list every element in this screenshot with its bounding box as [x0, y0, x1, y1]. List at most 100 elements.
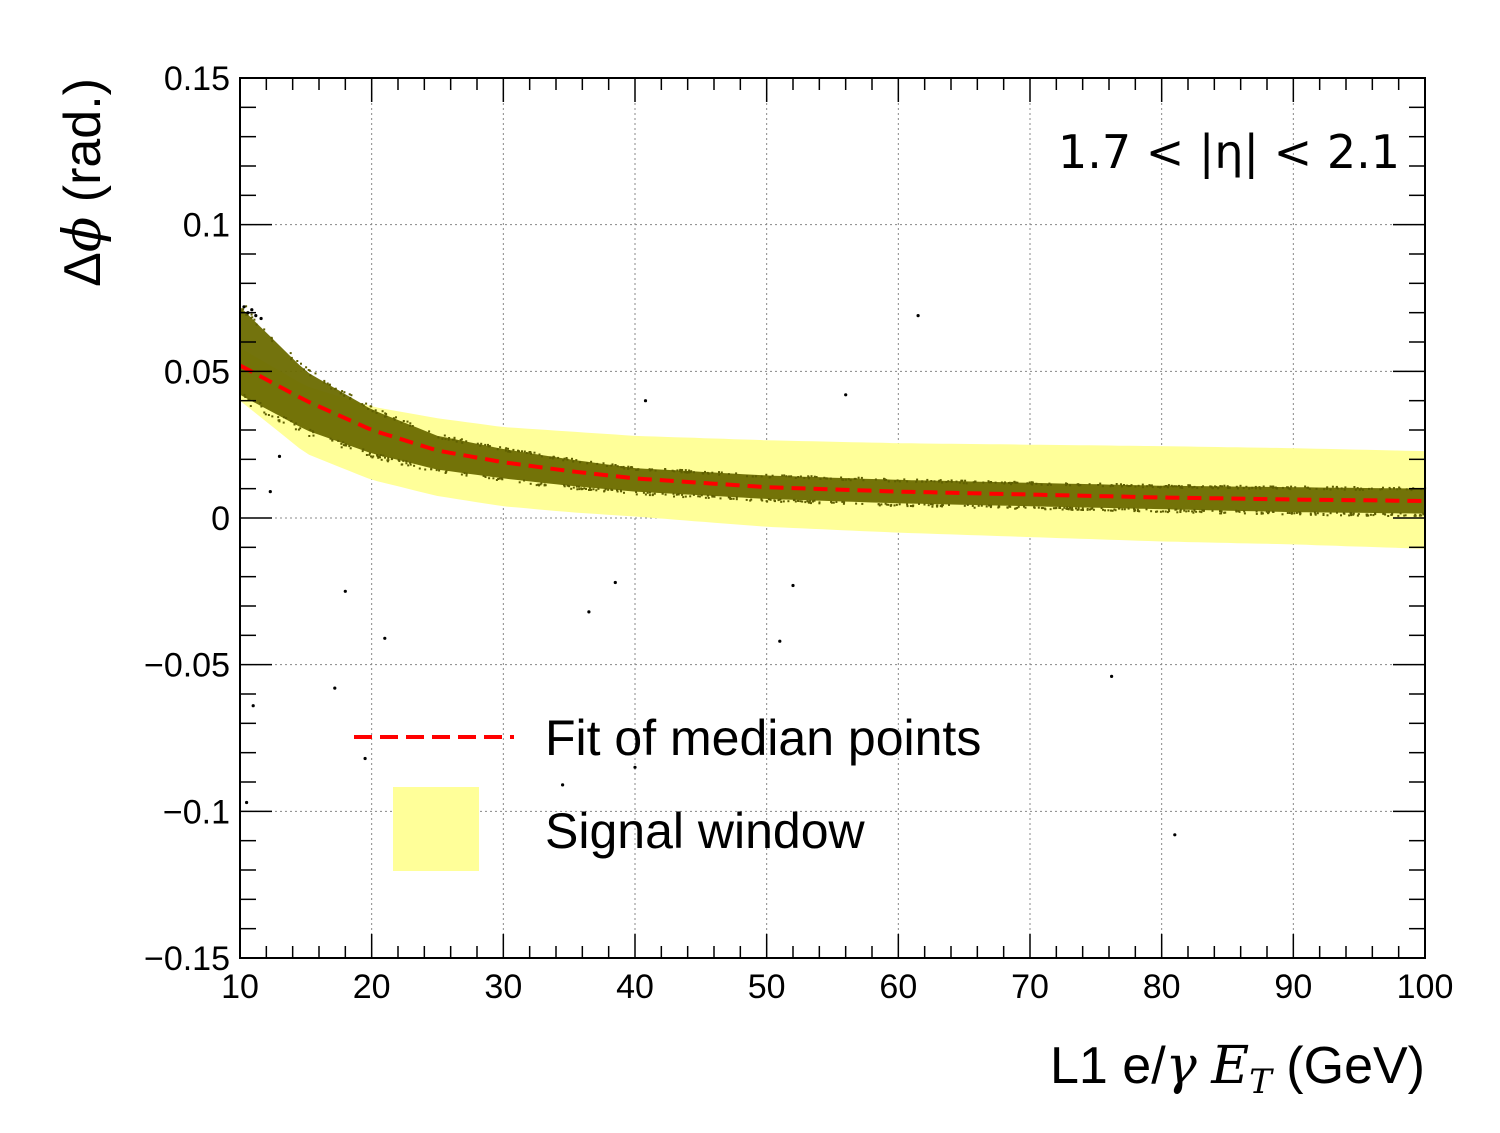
data-point [409, 422, 412, 425]
outlier-point [791, 583, 795, 588]
data-point [487, 445, 490, 448]
data-point [566, 458, 569, 461]
data-point [300, 362, 302, 365]
data-point [1323, 488, 1326, 491]
data-point [1110, 484, 1113, 487]
data-point [1271, 485, 1274, 488]
data-point [1255, 510, 1258, 513]
data-point [509, 450, 512, 453]
data-point [1388, 486, 1391, 489]
x-tick-label: 30 [484, 968, 522, 1006]
data-point [488, 445, 491, 448]
data-point [499, 446, 502, 449]
data-point [1287, 487, 1290, 490]
data-point [1071, 507, 1074, 509]
data-point [453, 438, 456, 441]
data-point [649, 469, 652, 472]
data-point [247, 398, 250, 401]
data-point [376, 454, 379, 456]
data-point [1157, 485, 1160, 488]
data-point [1226, 486, 1229, 489]
data-point [935, 504, 938, 507]
data-point [1352, 512, 1355, 515]
data-point [1258, 486, 1261, 489]
y-axis-title: Δϕ (rad.) [53, 78, 113, 287]
data-point [428, 430, 431, 433]
data-point [878, 504, 881, 507]
data-point [982, 481, 985, 484]
data-point [1322, 512, 1325, 515]
data-point [1413, 514, 1416, 517]
data-point [250, 313, 253, 316]
data-point [1251, 486, 1254, 489]
data-point [1040, 507, 1043, 510]
data-point [580, 487, 583, 490]
data-point [1155, 510, 1157, 513]
data-point [1136, 508, 1139, 511]
data-point [488, 477, 491, 480]
data-point [1123, 484, 1125, 486]
data-point [732, 497, 735, 500]
data-point [1118, 507, 1120, 510]
data-point [1274, 486, 1277, 489]
data-point [916, 478, 919, 481]
data-point [1188, 484, 1191, 487]
data-point [484, 443, 487, 446]
data-point [1260, 511, 1263, 514]
data-point [1349, 511, 1352, 514]
data-point [847, 478, 850, 481]
data-point [997, 506, 1000, 509]
data-point [326, 382, 329, 385]
data-point [585, 488, 587, 490]
data-point [1262, 485, 1265, 488]
data-point [654, 469, 657, 472]
data-point [242, 308, 245, 311]
data-point [1340, 487, 1343, 490]
data-point [773, 499, 776, 502]
data-point [372, 455, 375, 458]
data-point [293, 423, 296, 426]
data-point [1006, 506, 1009, 509]
data-point [1396, 488, 1399, 491]
data-point [980, 504, 983, 507]
data-point [1110, 509, 1112, 512]
data-point [727, 496, 730, 499]
data-point [947, 480, 950, 483]
data-point [664, 468, 667, 470]
data-point [637, 468, 640, 471]
data-point [1236, 487, 1239, 490]
data-point [1202, 509, 1205, 512]
data-point [341, 390, 344, 393]
data-point [370, 405, 373, 408]
data-point [271, 340, 274, 343]
data-point [1065, 484, 1068, 487]
data-point [1176, 511, 1179, 514]
data-point [1356, 487, 1359, 490]
data-point [794, 500, 797, 503]
data-point [435, 469, 438, 472]
data-point [718, 473, 721, 476]
data-point [1286, 512, 1289, 514]
data-point [989, 506, 992, 509]
data-point [1343, 488, 1346, 491]
outlier-point [844, 393, 848, 397]
data-point [1245, 485, 1248, 488]
data-point [1185, 510, 1188, 513]
data-point [1046, 484, 1049, 486]
data-point [402, 420, 405, 422]
data-point [927, 504, 930, 507]
data-point [1008, 505, 1011, 508]
data-point [350, 394, 353, 397]
data-point [1166, 485, 1169, 488]
data-point [1112, 484, 1114, 487]
data-point [308, 369, 311, 372]
data-point [1238, 510, 1241, 513]
data-point [1187, 510, 1190, 513]
data-point [299, 427, 302, 430]
x-tick-label: 100 [1397, 968, 1454, 1006]
data-point [835, 501, 838, 503]
data-point [679, 468, 682, 471]
data-point [307, 369, 310, 371]
data-point [1102, 508, 1104, 511]
data-point [1174, 508, 1177, 511]
